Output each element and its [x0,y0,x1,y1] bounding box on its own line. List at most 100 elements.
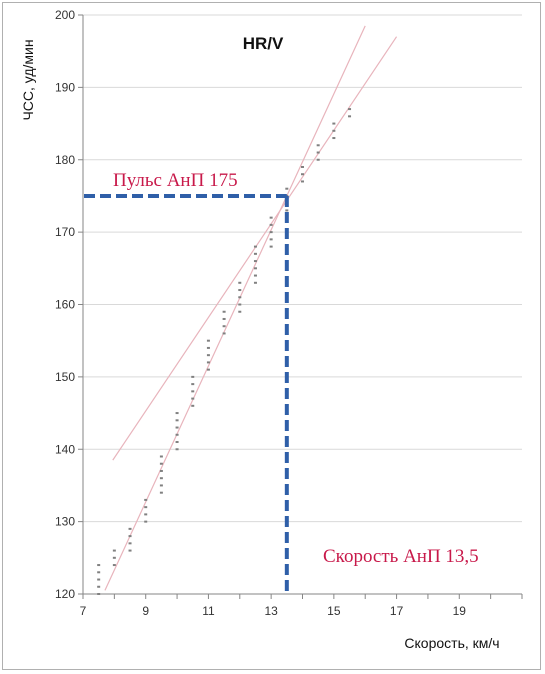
data-point [206,368,210,371]
data-point [238,289,242,292]
data-point [316,158,320,161]
x-tick-label-13: 13 [264,604,278,618]
data-point [222,325,226,328]
data-point [128,549,132,552]
data-point [222,317,226,320]
data-point [269,245,273,248]
x-tick-label-17: 17 [390,604,404,618]
data-point [206,361,210,364]
data-point [316,151,320,154]
data-point [238,296,242,299]
data-point [301,180,304,183]
data-point [175,433,179,436]
data-point [238,310,242,313]
trendline-2 [112,36,398,461]
data-point [285,209,289,212]
threshold-lines [84,193,289,594]
data-point [348,108,352,111]
data-point [175,441,179,444]
x-axis-title: Скорость, км/ч [404,635,499,651]
data-point [144,520,148,523]
data-point [301,165,304,168]
data-point [332,129,336,132]
data-point [159,455,163,458]
data-point [159,462,163,465]
data-point [253,274,257,277]
data-point [191,390,195,393]
data-point [191,375,195,378]
data-point [128,542,132,545]
data-point [253,252,257,255]
y-tick-label-120: 120 [55,587,75,601]
data-point [159,477,163,480]
y-tick-label-170: 170 [55,225,75,239]
x-tick-label-15: 15 [327,604,341,618]
data-point [97,593,101,595]
data-point [285,187,289,190]
y-tick-label-200: 200 [55,8,75,22]
data-point [159,469,163,472]
x-tick-label-9: 9 [142,604,149,618]
y-axis-title: ЧСС, уд/мин [20,39,36,120]
data-point [128,535,132,538]
data-point [269,231,273,234]
data-point [175,412,179,415]
annotation-hr-threshold: Пульс АнП 175 [113,170,238,191]
data-point [191,383,195,386]
y-tick-label-160: 160 [55,298,75,312]
data-point [269,238,273,241]
data-point [206,354,210,357]
data-point [222,332,226,335]
data-point [269,223,273,226]
data-point [332,122,336,125]
y-tick-label-150: 150 [55,370,75,384]
data-point [253,281,257,284]
axes [78,14,523,599]
data-point [144,513,148,516]
data-point [253,245,257,248]
data-point [144,498,148,501]
data-point [222,310,226,313]
y-tick-label-190: 190 [55,80,75,94]
data-point [112,549,116,552]
gridlines [83,14,522,523]
data-points [97,108,352,595]
data-point [97,571,101,574]
data-point [348,115,352,118]
x-tick-labels: 7 9 11 13 15 17 19 [80,604,467,618]
y-tick-label-130: 130 [55,515,75,529]
x-tick-label-11: 11 [202,604,215,618]
data-point [175,448,179,451]
data-point [112,556,116,559]
data-point [175,419,179,422]
data-point [175,426,179,429]
data-point [97,578,101,581]
y-tick-label-180: 180 [55,153,75,167]
x-tick-label-19: 19 [453,604,467,618]
chart-title: HR/V [243,34,284,53]
annotation-speed-threshold: Скорость АнП 13,5 [323,546,479,567]
trendlines [104,25,398,591]
data-point [128,527,132,530]
data-point [191,404,195,407]
data-point [159,484,163,487]
data-point [316,144,320,147]
data-point [269,216,273,219]
data-point [97,585,101,588]
x-tick-label-7: 7 [80,604,87,618]
data-point [97,564,101,567]
data-point [206,346,210,349]
data-point [144,506,148,509]
data-point [301,173,304,176]
data-point [206,339,210,342]
data-point [238,303,242,306]
data-point [253,267,257,270]
data-point [238,281,242,284]
data-point [332,137,336,140]
trendline-1 [104,25,366,591]
data-point [159,491,163,494]
y-tick-label-140: 140 [55,442,75,456]
data-point [253,260,257,263]
